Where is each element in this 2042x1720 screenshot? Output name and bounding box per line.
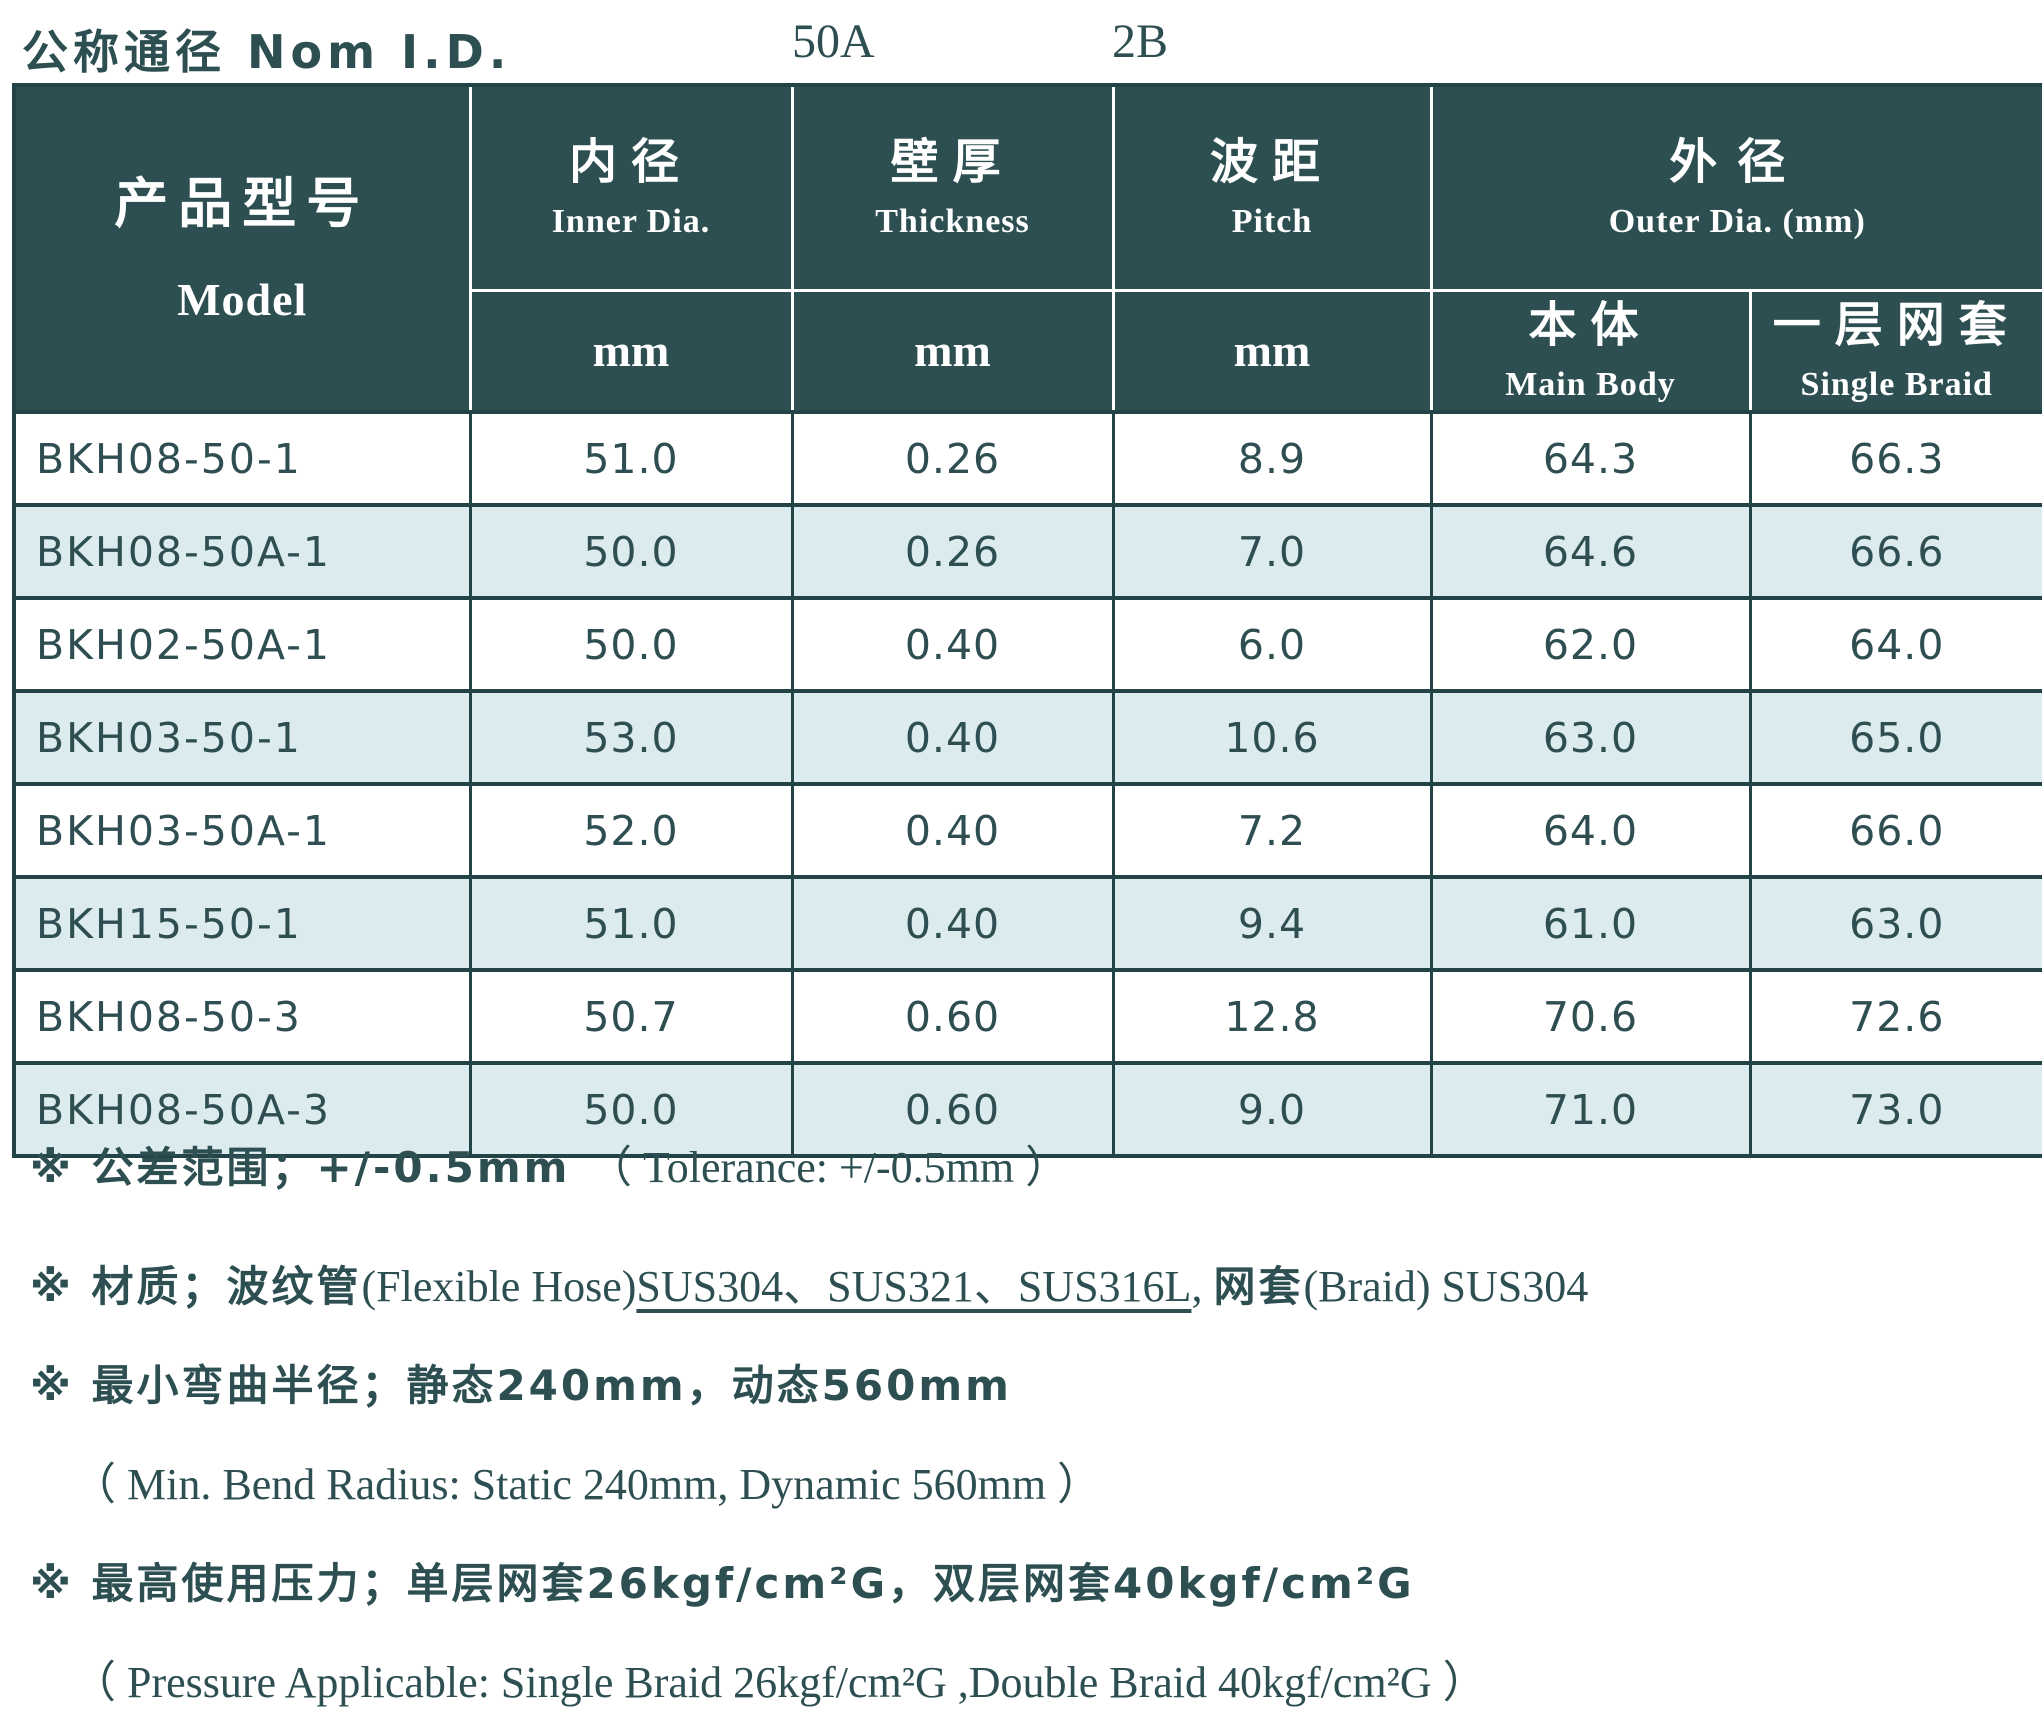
cell-model: BKH08-50-1 [14,412,470,505]
cell-inner-dia: 51.0 [470,412,792,505]
cell-outer-single-braid: 63.0 [1750,877,2042,970]
cell-outer-single-braid: 66.0 [1750,784,2042,877]
header-model-zh: 产品型号 [16,170,469,238]
cell-thickness: 0.26 [792,505,1113,598]
header-single-braid-en: Single Braid [1752,365,2042,406]
cell-outer-single-braid: 66.3 [1750,412,2042,505]
header-inner-dia-zh: 内径 [472,132,791,192]
header-pitch-unit: mm [1113,290,1431,412]
cell-outer-single-braid: 64.0 [1750,598,2042,691]
header-inner-dia-unit: mm [470,290,792,412]
note-segment: （ Tolerance: +/-0.5mm ） [588,1143,1069,1192]
header-pitch-zh: 波距 [1115,132,1430,192]
nominal-id-label: 公称通径 Nom I.D. [22,16,511,82]
cell-inner-dia: 50.0 [470,598,792,691]
note-segment: (Flexible Hose) [361,1262,636,1311]
note-segment: （ Pressure Applicable: Single Braid 26kg… [72,1658,1487,1707]
note-segment: (Braid) SUS304 [1303,1262,1588,1311]
nominal-size-value: 50A [792,14,875,69]
header-main-body: 本体 Main Body [1431,290,1750,412]
note-segment: （ Min. Bend Radius: Static 240mm, Dynami… [72,1460,1101,1509]
note-segment: SUS304、SUS321、SUS316L [636,1262,1191,1311]
header-thickness: 壁厚 Thickness [792,85,1113,290]
note-segment: ※ 最小弯曲半径；静态240mm，动态560mm [30,1361,1012,1410]
cell-thickness: 0.40 [792,877,1113,970]
cell-inner-dia: 50.7 [470,970,792,1063]
cell-outer-main-body: 64.3 [1431,412,1750,505]
cell-pitch: 9.4 [1113,877,1431,970]
cell-pitch: 6.0 [1113,598,1431,691]
cell-pitch: 7.0 [1113,505,1431,598]
cell-outer-main-body: 70.6 [1431,970,1750,1063]
header-model: 产品型号 Model [14,85,470,412]
header-pitch-en: Pitch [1115,202,1430,243]
header-inner-dia: 内径 Inner Dia. [470,85,792,290]
cell-thickness: 0.40 [792,784,1113,877]
header-pitch: 波距 Pitch [1113,85,1431,290]
cell-thickness: 0.60 [792,970,1113,1063]
header-main-body-zh: 本体 [1433,295,1749,355]
cell-outer-single-braid: 72.6 [1750,970,2042,1063]
cell-model: BKH03-50-1 [14,691,470,784]
header-outer-dia: 外径 Outer Dia. (mm) [1431,85,2042,290]
cell-pitch: 7.2 [1113,784,1431,877]
cell-thickness: 0.40 [792,691,1113,784]
note-segment: ※ 材质；波纹管 [30,1262,361,1311]
cell-pitch: 10.6 [1113,691,1431,784]
cell-thickness: 0.26 [792,412,1113,505]
cell-model: BKH08-50-3 [14,970,470,1063]
note-line: ※ 最高使用压力；单层网套26kgf/cm²G，双层网套40kgf/cm²G [30,1556,2020,1621]
cell-outer-single-braid: 66.6 [1750,505,2042,598]
header-single-braid-zh: 一层网套 [1752,295,2042,355]
note-line: （ Min. Bend Radius: Static 240mm, Dynami… [30,1457,2020,1522]
cell-model: BKH03-50A-1 [14,784,470,877]
header-inner-dia-en: Inner Dia. [472,202,791,243]
note-segment: 网套 [1213,1262,1303,1311]
header-outer-dia-en: Outer Dia. (mm) [1433,202,2042,243]
cell-inner-dia: 50.0 [470,505,792,598]
cell-outer-main-body: 63.0 [1431,691,1750,784]
header-main-body-en: Main Body [1433,365,1749,406]
cell-outer-main-body: 64.0 [1431,784,1750,877]
cell-model: BKH15-50-1 [14,877,470,970]
header-thickness-zh: 壁厚 [794,132,1112,192]
header-thickness-en: Thickness [794,202,1112,243]
cell-outer-main-body: 62.0 [1431,598,1750,691]
cell-inner-dia: 52.0 [470,784,792,877]
cell-inner-dia: 53.0 [470,691,792,784]
cell-model: BKH02-50A-1 [14,598,470,691]
spec-table: 产品型号 Model 内径 Inner Dia. 壁厚 Thickness 波距… [12,83,2042,1158]
note-segment: ※ 最高使用压力；单层网套26kgf/cm²G，双层网套40kgf/cm²G [30,1559,1415,1608]
note-segment: , [1191,1262,1213,1311]
title-row: 公称通径 Nom I.D. 50A 2B [0,6,2042,82]
cell-outer-single-braid: 65.0 [1750,691,2042,784]
note-segment: ※ 公差范围；+/-0.5mm [30,1143,588,1192]
cell-pitch: 12.8 [1113,970,1431,1063]
cell-pitch: 8.9 [1113,412,1431,505]
cell-model: BKH08-50A-1 [14,505,470,598]
note-line: ※ 材质；波纹管(Flexible Hose)SUS304、SUS321、SUS… [30,1259,2020,1324]
note-line: ※ 最小弯曲半径；静态240mm，动态560mm [30,1358,2020,1423]
cell-thickness: 0.40 [792,598,1113,691]
spec-table-header: 产品型号 Model 内径 Inner Dia. 壁厚 Thickness 波距… [14,85,2042,412]
notes: ※ 公差范围；+/-0.5mm （ Tolerance: +/-0.5mm ）※… [30,1140,2020,1720]
cell-outer-main-body: 64.6 [1431,505,1750,598]
header-outer-dia-zh: 外径 [1433,132,2042,192]
nominal-grade-value: 2B [1112,14,1168,69]
header-thickness-unit: mm [792,290,1113,412]
cell-inner-dia: 51.0 [470,877,792,970]
cell-outer-main-body: 61.0 [1431,877,1750,970]
header-model-en: Model [16,272,469,327]
header-single-braid: 一层网套 Single Braid [1750,290,2042,412]
note-line: ※ 公差范围；+/-0.5mm （ Tolerance: +/-0.5mm ） [30,1140,2020,1205]
